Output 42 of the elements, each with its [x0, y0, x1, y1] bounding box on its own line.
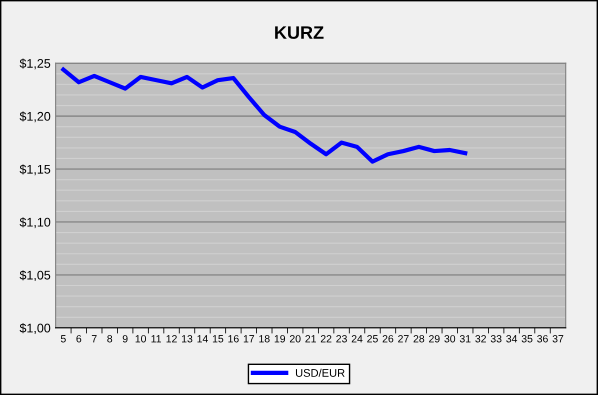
x-tick-label: 28	[414, 335, 424, 342]
x-tick-label: 35	[522, 335, 532, 342]
x-tick-label: 32	[475, 335, 486, 342]
x-tick-label: 11	[151, 335, 161, 342]
y-tick-label: $1,25	[20, 58, 50, 70]
legend-label: USD/EUR	[296, 368, 345, 377]
x-tick-label: 7	[92, 335, 97, 342]
x-tick-label: 14	[197, 335, 208, 342]
x-tick-label: 8	[107, 335, 112, 342]
x-tick-label: 33	[490, 335, 502, 342]
x-tick-label: 37	[552, 335, 564, 342]
x-tick-label: 6	[76, 335, 82, 342]
x-tick-label: 16	[228, 335, 239, 342]
x-tick-label: 17	[244, 335, 254, 342]
x-tick-label: 29	[429, 335, 440, 342]
x-tick-label: 23	[336, 335, 347, 342]
x-tick-label: 24	[352, 335, 363, 342]
x-tick-label: 34	[506, 335, 518, 342]
y-tick-label: $1,10	[20, 217, 50, 228]
x-tick-label: 31	[460, 335, 471, 342]
x-tick-label: 12	[166, 335, 177, 342]
y-tick-label: $1,00	[20, 323, 50, 334]
x-tick-label: 10	[136, 335, 146, 342]
x-tick-label: 20	[290, 335, 301, 342]
x-tick-label: 13	[182, 335, 192, 342]
x-tick-label: 18	[259, 335, 270, 342]
y-tick-label: $1,05	[20, 270, 50, 282]
x-tick-label: 9	[122, 335, 128, 342]
x-tick-label: 26	[382, 335, 394, 342]
x-tick-label: 22	[320, 335, 332, 342]
x-tick-label: 30	[444, 335, 456, 342]
x-tick-label: 19	[274, 335, 286, 342]
x-tick-label: 15	[212, 335, 224, 342]
x-tick-label: 25	[367, 335, 378, 342]
line-series	[61, 67, 468, 164]
x-tick-label: 5	[60, 335, 66, 342]
x-tick-label: 27	[398, 335, 409, 342]
y-tick-label: $1,15	[20, 164, 50, 176]
chart-title: KURZ	[275, 26, 324, 39]
y-tick-label: $1,20	[20, 111, 50, 122]
x-tick-label: 21	[305, 335, 316, 342]
x-tick-label: 36	[537, 335, 548, 342]
